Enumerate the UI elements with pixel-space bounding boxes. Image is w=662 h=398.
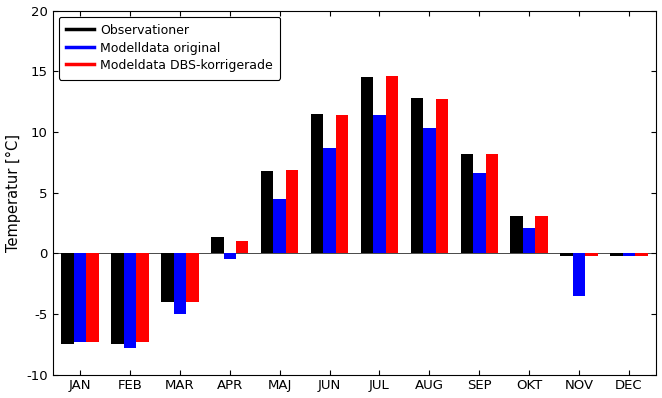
Bar — [423, 128, 436, 253]
Bar — [523, 228, 536, 253]
Bar — [224, 253, 236, 259]
Bar — [136, 253, 149, 342]
Bar — [161, 253, 173, 302]
Bar — [386, 76, 399, 253]
Bar — [373, 115, 386, 253]
Bar — [124, 253, 136, 348]
Bar — [436, 99, 448, 253]
Bar — [410, 98, 423, 253]
Bar — [560, 253, 573, 256]
Bar — [211, 238, 224, 253]
Bar — [585, 253, 598, 256]
Bar — [273, 199, 286, 253]
Bar — [186, 253, 199, 302]
Bar — [173, 253, 186, 314]
Bar — [473, 173, 485, 253]
Bar — [361, 77, 373, 253]
Bar — [636, 253, 647, 256]
Bar — [86, 253, 99, 342]
Bar — [461, 154, 473, 253]
Bar — [62, 253, 74, 344]
Bar — [610, 253, 623, 256]
Bar — [74, 253, 86, 342]
Bar — [286, 170, 299, 253]
Y-axis label: Temperatur [°C]: Temperatur [°C] — [5, 134, 21, 252]
Bar — [236, 241, 248, 253]
Bar — [510, 216, 523, 253]
Bar — [485, 154, 498, 253]
Bar — [111, 253, 124, 344]
Bar — [261, 171, 273, 253]
Bar — [573, 253, 585, 296]
Bar — [336, 115, 348, 253]
Bar — [323, 148, 336, 253]
Legend: Observationer, Modelldata original, Modeldata DBS-korrigerade: Observationer, Modelldata original, Mode… — [59, 17, 281, 80]
Bar — [311, 114, 323, 253]
Bar — [623, 253, 636, 256]
Bar — [536, 216, 548, 253]
